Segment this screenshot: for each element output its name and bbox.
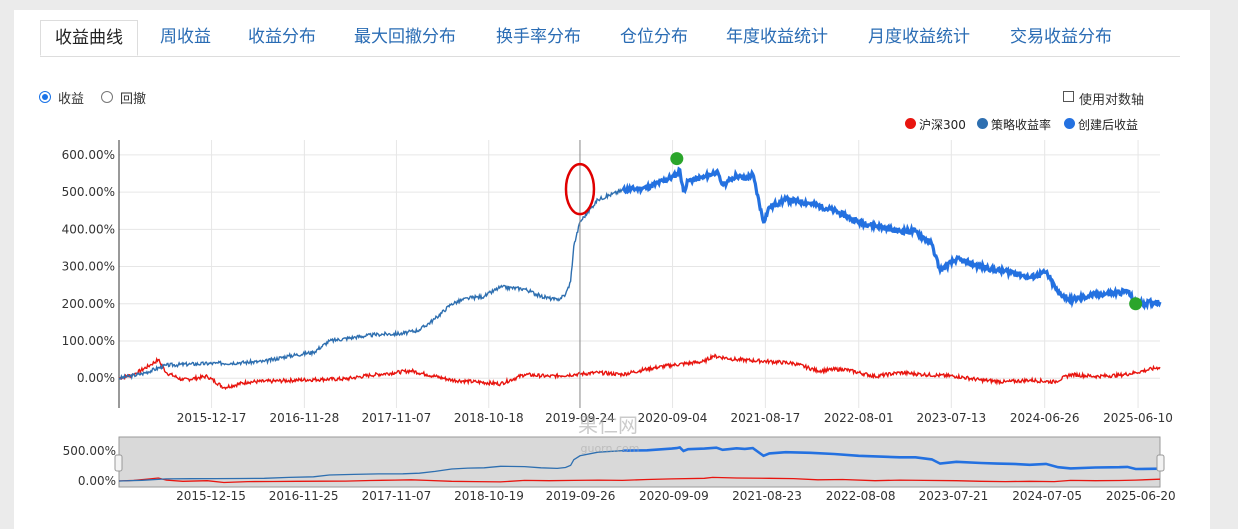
tab-monthly-profit-stats[interactable]: 月度收益统计: [868, 27, 970, 47]
y-tick-label: 200.00%: [62, 297, 115, 311]
x-tick-label: 2017-11-07: [362, 411, 432, 425]
tab-max-drawdown-distribution[interactable]: 最大回撤分布: [354, 27, 456, 47]
x-tick-label: 2025-06-10: [1103, 411, 1173, 425]
legend-after-creation-dot[interactable]: [1064, 118, 1075, 129]
legend-hs300-dot[interactable]: [905, 118, 916, 129]
navigator-x-tick-label: 2022-08-08: [826, 489, 896, 503]
x-tick-label: 2020-09-04: [638, 411, 708, 425]
navigator-after-creation-line: [622, 445, 1161, 471]
x-tick-label: 2016-11-28: [270, 411, 340, 425]
y-tick-label: 400.00%: [62, 222, 115, 236]
tab-trade-profit-distribution[interactable]: 交易收益分布: [1010, 27, 1112, 47]
drawdown-radio[interactable]: [101, 91, 113, 103]
legend-after-creation-label[interactable]: 创建后收益: [1078, 118, 1139, 132]
x-tick-label: 2021-08-17: [731, 411, 801, 425]
y-tick-label: 600.00%: [62, 148, 115, 162]
navigator-x-tick-label: 2015-12-15: [176, 489, 246, 503]
legend-strategy-label[interactable]: 策略收益率: [991, 118, 1052, 132]
navigator-x-tick-label: 2019-09-26: [546, 489, 616, 503]
navigator-y-tick-label: 0.00%: [78, 474, 116, 488]
watermark-text: 果仁网: [578, 413, 638, 437]
navigator-right-handle[interactable]: [1156, 454, 1165, 472]
x-tick-label: 2019-09-24: [545, 411, 615, 425]
tab-bar: 收益曲线 周收益 收益分布 最大回撤分布 换手率分布 仓位分布 年度收益统计 月…: [40, 20, 1180, 57]
profit-radio-label[interactable]: 收益: [58, 92, 85, 107]
navigator-y-tick-label: 500.00%: [63, 444, 116, 458]
tab-weekly-profit[interactable]: 周收益: [160, 27, 211, 47]
y-tick-label: 0.00%: [77, 371, 115, 385]
tab-position-distribution[interactable]: 仓位分布: [620, 27, 688, 47]
x-tick-label: 2023-07-13: [916, 411, 986, 425]
tab-profit-curve[interactable]: 收益曲线: [40, 20, 138, 56]
tab-profit-distribution[interactable]: 收益分布: [248, 27, 316, 47]
legend-strategy-dot[interactable]: [977, 118, 988, 129]
series-strategy-line: [118, 187, 623, 381]
watermark-url: guorn.com: [581, 442, 640, 455]
navigator-x-tick-label: 2016-11-25: [269, 489, 339, 503]
navigator-x-tick-label: 2023-07-21: [919, 489, 989, 503]
x-tick-label: 2024-06-26: [1010, 411, 1080, 425]
tab-annual-profit-stats[interactable]: 年度收益统计: [726, 27, 828, 47]
navigator-x-tick-label: 2025-06-20: [1106, 489, 1176, 503]
y-tick-label: 300.00%: [62, 260, 115, 274]
navigator-x-tick-label: 2018-10-19: [454, 489, 524, 503]
series-hs300-line: [118, 353, 1161, 391]
peak-marker-1: [1129, 297, 1143, 311]
navigator-x-tick-label: 2017-11-07: [362, 489, 432, 503]
profit-radio[interactable]: [39, 91, 51, 103]
peak-marker-0: [670, 152, 684, 166]
y-tick-label: 500.00%: [62, 185, 115, 199]
x-tick-label: 2022-08-01: [824, 411, 894, 425]
navigator-hs300-line: [118, 476, 1161, 484]
navigator-left-handle[interactable]: [114, 454, 123, 472]
x-tick-label: 2015-12-17: [177, 411, 247, 425]
legend-hs300-label[interactable]: 沪深300: [919, 118, 966, 132]
highlight-ellipse: [564, 162, 596, 216]
log-axis-checkbox[interactable]: [1063, 91, 1074, 102]
x-tick-label: 2018-10-18: [454, 411, 524, 425]
navigator-x-tick-label: 2024-07-05: [1012, 489, 1082, 503]
log-axis-label[interactable]: 使用对数轴: [1079, 93, 1145, 108]
y-tick-label: 100.00%: [62, 334, 115, 348]
navigator-x-tick-label: 2020-09-09: [639, 489, 709, 503]
navigator-strategy-line: [118, 450, 623, 482]
drawdown-radio-label[interactable]: 回撤: [120, 92, 147, 107]
series-after-creation-line: [621, 166, 1162, 311]
tab-turnover-distribution[interactable]: 换手率分布: [496, 27, 581, 47]
navigator-x-tick-label: 2021-08-23: [732, 489, 802, 503]
